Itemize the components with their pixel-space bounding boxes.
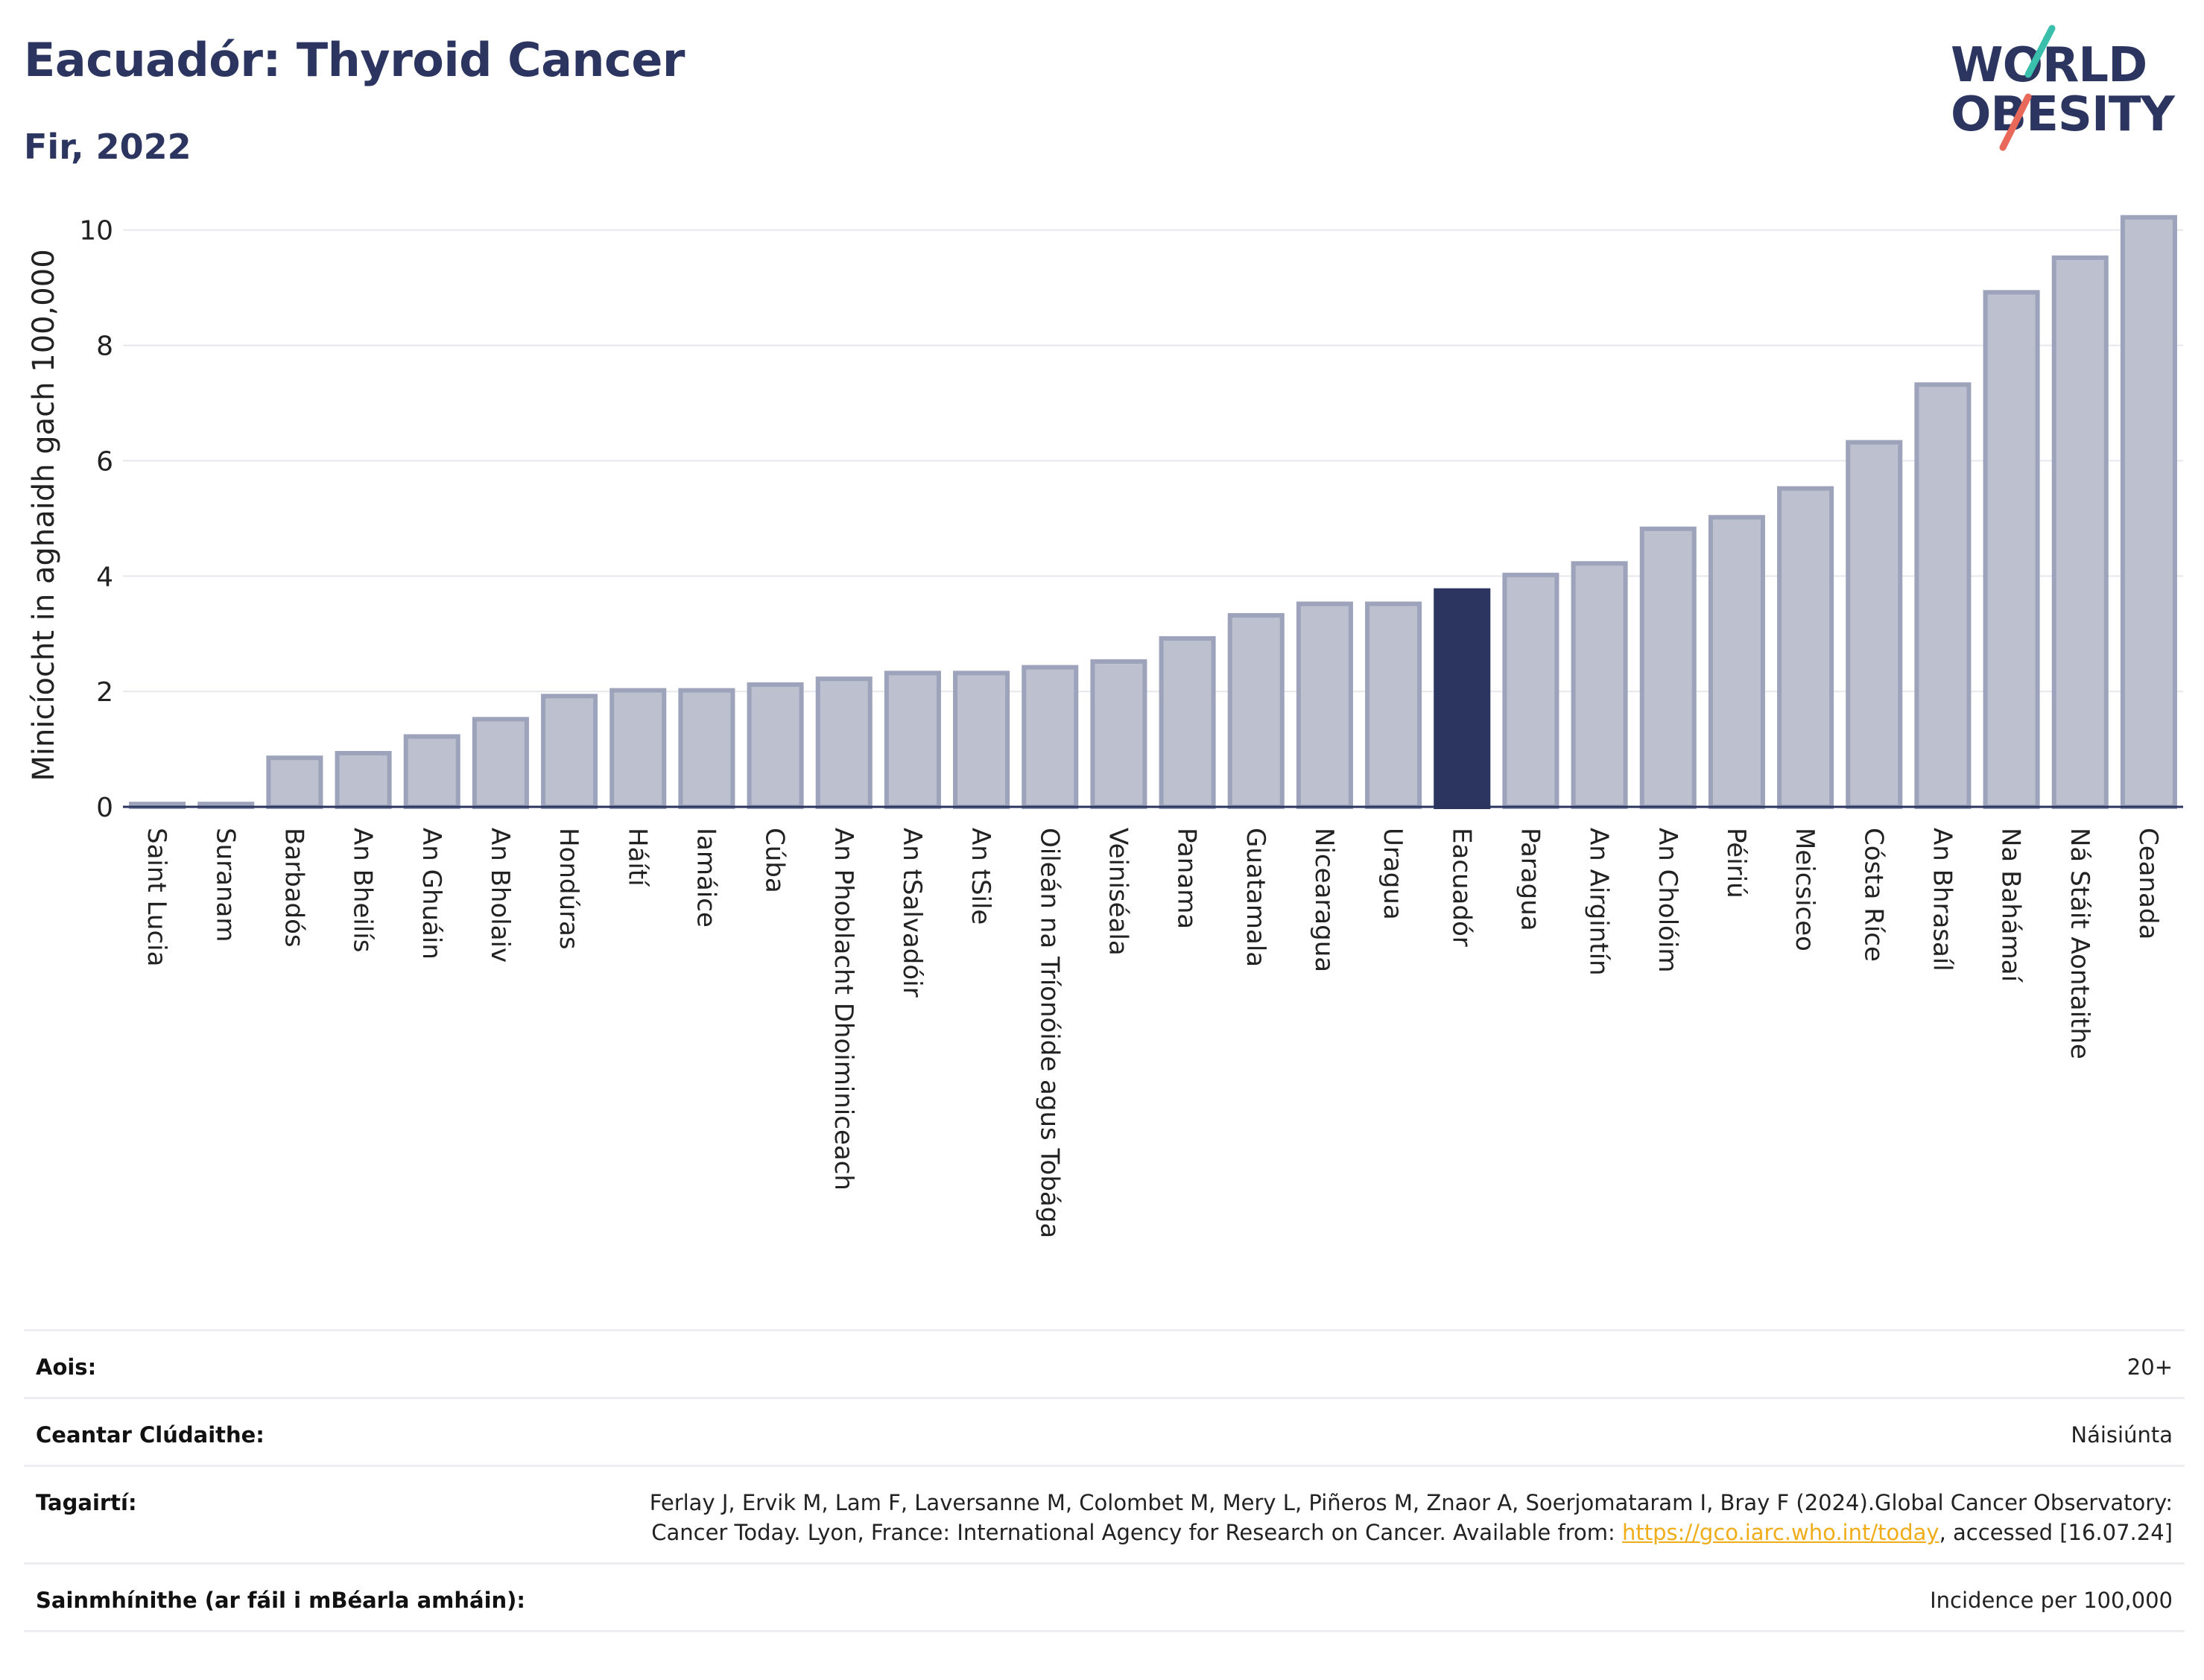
bar [953,671,1010,810]
bar [678,688,735,810]
x-tick-label: Háítí [622,828,652,887]
logo-line-2: OBESITY [1951,87,2175,142]
bar [1159,635,1216,809]
info-row-definitions: Sainmhínithe (ar fáil i mBéarla amháin):… [24,1565,2185,1632]
x-tick-label: Na Bahámaí [1996,828,2026,983]
x-tick-label: An Airgintín [1584,828,1614,976]
references-value: Ferlay J, Ervik M, Lam F, Laversanne M, … [608,1488,2173,1547]
page-title: Eacuadór: Thyroid Cancer [24,33,685,87]
bar [1090,659,1147,809]
x-tick-label: Barbadós [279,828,308,948]
bar [1846,440,1903,809]
age-label: Aois: [36,1354,97,1380]
x-tick-label: Uragua [1378,828,1407,920]
logo-slash-icon [1999,25,2056,151]
x-tick-label: Paragua [1515,828,1545,931]
references-text: Ferlay J, Ervik M, Lam F, Laversanne M, … [649,1490,2173,1545]
x-tick-label: Meicsiceo [1790,828,1820,951]
logo-line-1: WORLD [1951,38,2147,93]
references-label: Tagairtí: [36,1490,137,1515]
x-tick-label: Panama [1172,828,1202,929]
coverage-label: Ceantar Clúdaithe: [36,1422,265,1448]
info-table: Aois: 20+ Ceantar Clúdaithe: Náisiúnta T… [24,1329,2185,1632]
x-tick-label: Ná Stáit Aontaithe [2065,828,2094,1059]
x-tick-label: Péiriú [1721,828,1751,898]
x-tick-label: Cósta Ríce [1858,828,1888,962]
info-row-references: Tagairtí: Ferlay J, Ervik M, Lam F, Lave… [24,1467,2185,1565]
y-tick-label: 8 [96,332,113,362]
bar [2051,255,2109,809]
x-tick-label: Hondúras [554,828,583,950]
x-tick-label: An Phoblacht Dhoiminiceach [829,828,858,1191]
page-subtitle: Fir, 2022 [24,127,191,167]
bar [1022,665,1079,809]
bar [335,750,392,810]
definitions-label: Sainmhínithe (ar fáil i mBéarla amháin): [36,1588,526,1613]
x-tick-label: An Ghuáin [417,828,446,960]
x-tick-label: Guatamala [1241,828,1270,967]
bar [1639,526,1697,809]
x-tick-label: Nicearagua [1309,828,1339,972]
x-tick-label: Suranam [210,828,240,942]
x-tick-label: Oileán na Tríonóide agus Tobága [1034,828,1064,1238]
x-tick-label: Veiniséala [1103,828,1133,956]
bar [609,688,667,810]
bar [403,734,460,810]
bar [1571,561,1628,809]
y-tick-label: 6 [96,446,113,477]
x-tick-label: An Bheilís [348,828,378,952]
x-tick-label: Eacuadór [1446,828,1476,947]
bar [1983,290,2040,809]
world-obesity-logo: WORLD OBESITY [1945,22,2191,156]
bar [1434,588,1491,810]
bar [1777,486,1834,809]
coverage-value: Náisiúnta [2071,1422,2173,1448]
x-tick-label: Iamáice [691,828,721,928]
y-tick-label: 2 [96,677,113,708]
references-link[interactable]: https://gco.iarc.who.int/today [1621,1520,1939,1545]
bar [815,676,873,810]
x-tick-label: Saint Lucia [142,828,171,966]
x-tick-label: An tSalvadóir [897,828,927,998]
bar [1365,601,1422,809]
y-tick-label: 0 [96,793,113,823]
y-tick-label: 10 [79,216,113,247]
bar [884,671,941,810]
definitions-value: Incidence per 100,000 [1930,1588,2173,1613]
bar [472,717,529,810]
bar [1708,515,1765,809]
info-row-coverage: Ceantar Clúdaithe: Náisiúnta [24,1399,2185,1467]
bars [129,215,2177,810]
y-tick-label: 4 [96,562,113,592]
bar [1227,612,1285,809]
grid-lines [123,229,2183,693]
references-accessed: , accessed [16.07.24] [1939,1520,2173,1545]
bar [1914,382,1972,810]
bar [2120,215,2177,810]
x-tick-label: An Bholaiv [485,828,515,963]
x-tick-label: An Cholóim [1653,828,1682,973]
x-tick-label: Cúba [760,828,790,893]
axes: 0 2 4 6 8 10 Saint Lucia Suranam Barbadós An Bhei… [27,216,2183,1238]
bar [747,682,804,810]
bar [1296,601,1353,809]
age-value: 20+ [2127,1354,2173,1380]
bar [266,755,323,810]
y-axis-title: Minicíocht in aghaidh gach 100,000 [27,249,61,781]
x-tick-label: An Bhrasaíl [1927,828,1957,971]
x-tick-label: An tSile [966,828,995,925]
x-tick-label: Ceanada [2133,828,2163,939]
bar [1502,572,1559,809]
bar [541,694,598,810]
info-row-age: Aois: 20+ [24,1331,2185,1399]
bar-chart: 0 2 4 6 8 10 Saint Lucia Suranam Barbadós An Bhei… [27,215,2183,1238]
